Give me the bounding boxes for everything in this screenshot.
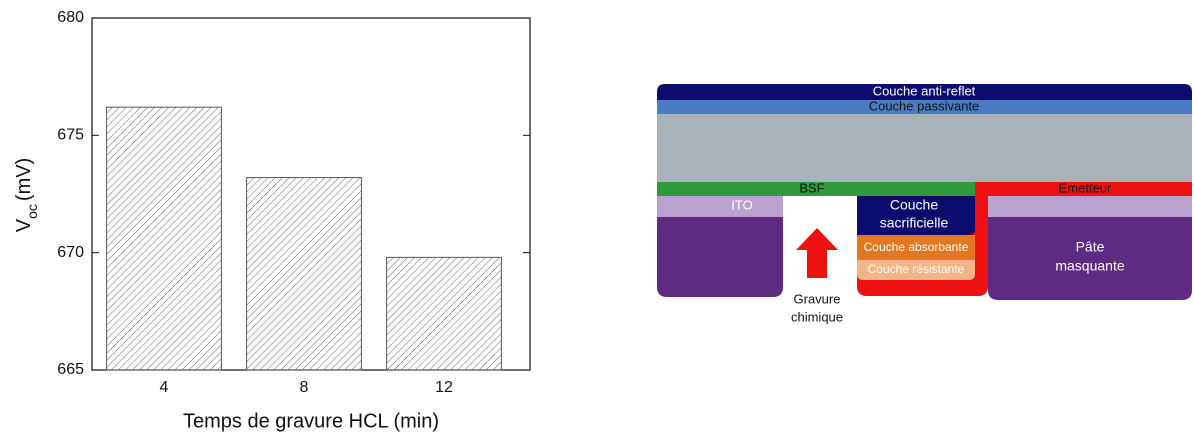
x-tick-label: 8 <box>300 379 309 396</box>
ito-layer <box>657 196 783 217</box>
y-label-sub: oc <box>24 204 40 219</box>
paste-label: Pâte <box>1076 239 1105 255</box>
absorbing-label: Couche absorbante <box>864 240 969 254</box>
etching-label: Gravure <box>794 291 841 306</box>
passivation-layer <box>657 100 1192 114</box>
bsf-label: BSF <box>799 180 824 195</box>
paste-label: masquante <box>1055 258 1124 274</box>
x-axis-label: Temps de gravure HCL (min) <box>183 410 439 432</box>
x-tick-label: 12 <box>435 379 453 396</box>
y-tick-label: 670 <box>57 244 84 261</box>
resistant-label: Couche résistante <box>868 262 965 276</box>
y-label-unit: (mV) <box>13 158 35 201</box>
passivation-label: Couche passivante <box>869 98 980 113</box>
diagram: Couche anti-reflet Couche passivante BSF… <box>657 83 1192 324</box>
resistant-layer <box>857 260 975 280</box>
bar <box>246 177 362 371</box>
substrate <box>657 114 1192 182</box>
emitter-label: Emetteur <box>1059 180 1112 195</box>
y-tick-label: 675 <box>57 127 84 144</box>
ito-right <box>988 196 1192 217</box>
sacrificial-label: sacrificielle <box>880 215 949 231</box>
anti-reflection-label: Couche anti-reflet <box>873 83 976 98</box>
anti-reflection-layer <box>657 84 1192 100</box>
x-tick-label: 4 <box>160 379 169 396</box>
etching-arrow <box>796 228 838 278</box>
y-label-main: V <box>13 218 35 232</box>
y-tick-label: 680 <box>57 9 84 26</box>
paste-right <box>988 217 1192 300</box>
bsf-layer <box>657 182 975 196</box>
paste-left <box>657 217 783 297</box>
y-tick-label: 665 <box>57 361 84 378</box>
y-axis-label: Voc (mV) <box>13 158 39 232</box>
sacrificial-label: Couche <box>890 197 938 213</box>
bar <box>106 106 222 371</box>
etching-label: chimique <box>791 309 843 324</box>
ito-label: ITO <box>731 197 752 212</box>
bar <box>386 256 502 371</box>
absorbing-layer <box>857 235 975 260</box>
sacrificial-layer <box>857 196 975 235</box>
